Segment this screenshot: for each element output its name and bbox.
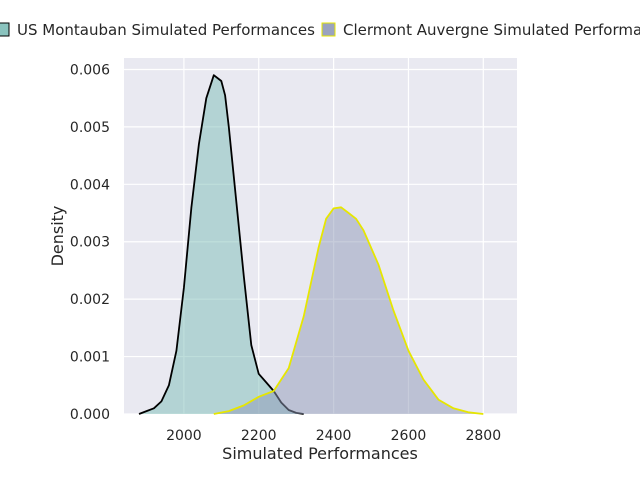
y-tick-label: 0.001 (70, 350, 110, 366)
legend: US Montauban Simulated Performances Clerm… (0, 21, 640, 39)
x-tick-labels: 2000 2200 2400 2600 2800 (166, 428, 501, 444)
x-tick-label: 2000 (166, 428, 202, 444)
y-tick-labels: 0.000 0.001 0.002 0.003 0.004 0.005 0.006 (70, 62, 110, 423)
legend-swatch (0, 22, 10, 37)
x-tick-label: 2800 (465, 428, 501, 444)
legend-label: Clermont Auvergne Simulated Performances (343, 21, 640, 39)
legend-swatch (321, 22, 336, 37)
x-tick-label: 2600 (391, 428, 427, 444)
legend-label: US Montauban Simulated Performances (17, 21, 315, 39)
y-tick-label: 0.000 (70, 407, 110, 423)
x-tick-label: 2200 (241, 428, 277, 444)
y-tick-label: 0.004 (70, 177, 110, 193)
y-tick-label: 0.005 (70, 120, 110, 136)
y-tick-label: 0.002 (70, 292, 110, 308)
y-tick-label: 0.006 (70, 62, 110, 78)
series-1-area (139, 75, 304, 414)
y-tick-label: 0.003 (70, 235, 110, 251)
x-axis-label: Simulated Performances (222, 444, 418, 463)
series-layer (138, 74, 484, 415)
series-2-line (213, 206, 484, 415)
series-2-area (213, 207, 484, 414)
y-axis-label: Density (48, 206, 67, 267)
x-tick-label: 2400 (316, 428, 352, 444)
